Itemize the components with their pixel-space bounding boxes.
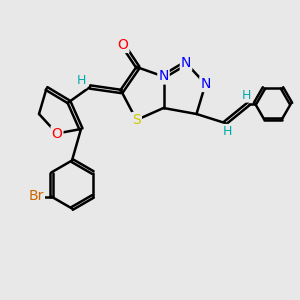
Text: N: N [158,70,169,83]
Text: H: H [223,125,232,138]
Text: O: O [52,127,62,140]
Text: H: H [77,74,86,88]
Text: H: H [242,88,251,102]
Text: N: N [181,56,191,70]
Text: N: N [200,77,211,91]
Text: O: O [118,38,128,52]
Text: Br: Br [28,190,44,203]
Text: S: S [132,113,141,127]
